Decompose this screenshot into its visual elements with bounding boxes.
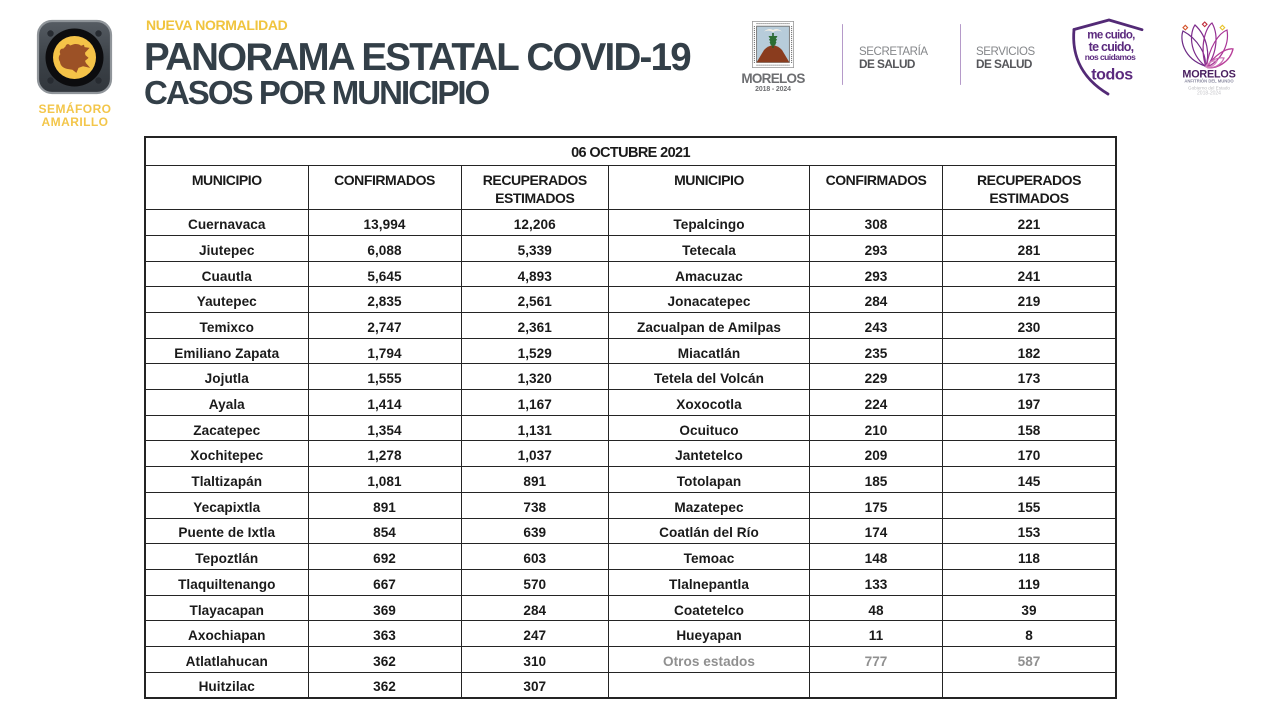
svg-text:ANFITRIÓN DEL MUNDO: ANFITRIÓN DEL MUNDO — [1184, 79, 1234, 84]
svg-text:nos cuidamos: nos cuidamos — [1085, 52, 1136, 62]
svg-text:te cuido,: te cuido, — [1089, 40, 1134, 54]
svg-text:2018-2024: 2018-2024 — [1197, 91, 1221, 97]
svg-text:todos: todos — [1091, 66, 1133, 83]
svg-text:MORELOS: MORELOS — [1182, 69, 1235, 81]
svg-text:me cuido,: me cuido, — [1087, 30, 1135, 42]
svg-text:Gobierno del Estado: Gobierno del Estado — [1188, 86, 1230, 91]
